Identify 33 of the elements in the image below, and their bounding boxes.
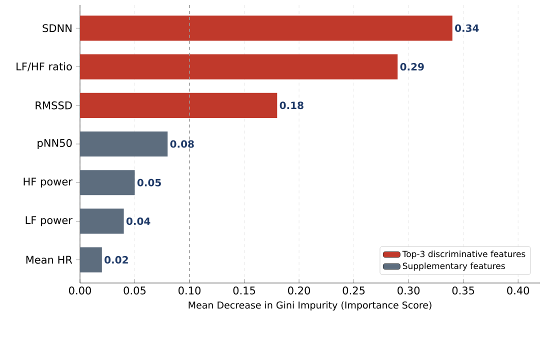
y-tick-label: LF power xyxy=(26,216,72,226)
data-label: 0.05 xyxy=(137,178,161,186)
bar xyxy=(80,131,168,157)
bar xyxy=(80,208,124,234)
y-tick-label: pNN50 xyxy=(38,139,72,149)
x-tick-label: 0.05 xyxy=(124,286,146,294)
x-axis-title: Mean Decrease in Gini Impurity (Importance Score) xyxy=(188,301,432,310)
y-tick-label: HF power xyxy=(24,178,72,188)
data-label: 0.34 xyxy=(455,24,479,32)
data-label: 0.08 xyxy=(170,140,194,148)
data-label: 0.29 xyxy=(400,63,424,71)
x-tick-label: 0.25 xyxy=(342,286,365,294)
y-tick-label: Mean HR xyxy=(26,256,72,264)
bar xyxy=(80,247,102,272)
data-label: 0.04 xyxy=(126,217,150,226)
bar xyxy=(80,16,452,41)
bar xyxy=(80,170,135,196)
legend-label: Top-3 discriminative features xyxy=(402,250,526,259)
x-tick-label: 0.20 xyxy=(288,286,310,294)
x-tick-label: 0.10 xyxy=(178,286,201,294)
bar xyxy=(80,92,278,118)
y-tick-label: RMSSD xyxy=(36,101,72,110)
data-label: 0.02 xyxy=(104,256,128,264)
x-tick-label: 0.40 xyxy=(507,286,530,294)
data-label: 0.18 xyxy=(280,102,304,110)
y-tick-label: SDNN xyxy=(42,24,72,32)
x-tick-label: 0.30 xyxy=(398,286,420,294)
x-tick-label: 0.15 xyxy=(233,286,256,294)
x-tick-label: 0.00 xyxy=(68,286,91,294)
x-tick-label: 0.35 xyxy=(452,286,474,294)
bar xyxy=(80,54,398,80)
y-tick-label: LF/HF ratio xyxy=(16,62,72,72)
legend-label: Supplementary features xyxy=(402,262,505,271)
